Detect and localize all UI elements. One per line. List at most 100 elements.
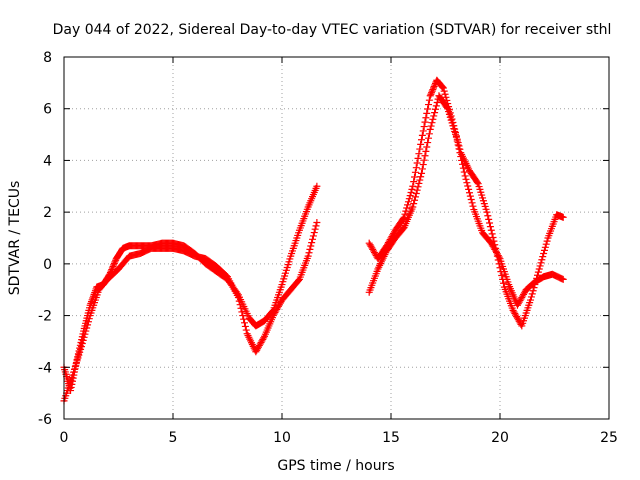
data-point bbox=[425, 96, 433, 104]
x-tick-label: 0 bbox=[60, 430, 69, 446]
data-point bbox=[418, 136, 426, 144]
data-point bbox=[311, 225, 319, 233]
data-point bbox=[443, 103, 451, 111]
data-point bbox=[430, 82, 438, 90]
data-point bbox=[260, 334, 268, 342]
data-point bbox=[439, 83, 447, 91]
data-point bbox=[407, 188, 415, 196]
data-point bbox=[240, 315, 248, 323]
data-point bbox=[305, 249, 313, 257]
data-point bbox=[237, 304, 245, 312]
data-point bbox=[418, 165, 426, 173]
data-point bbox=[433, 99, 441, 107]
data-point bbox=[421, 118, 429, 126]
data-point bbox=[541, 243, 549, 251]
data-point bbox=[486, 219, 494, 227]
data-point bbox=[486, 223, 494, 231]
data-point bbox=[427, 90, 435, 98]
data-point bbox=[405, 195, 413, 203]
data-point bbox=[415, 150, 423, 158]
data-point bbox=[439, 84, 447, 92]
data-point bbox=[109, 262, 117, 270]
data-point bbox=[411, 196, 419, 204]
data-point bbox=[110, 261, 118, 269]
data-point bbox=[430, 84, 438, 92]
axis-ticks: 0 5 10 15 20 25 -6 -4 -2 0 2 4 6 8 bbox=[38, 50, 618, 446]
data-point bbox=[236, 301, 244, 309]
data-point bbox=[438, 82, 446, 90]
data-point bbox=[413, 159, 421, 167]
data-point bbox=[79, 336, 87, 344]
data-point bbox=[431, 105, 439, 113]
y-tick-label: -2 bbox=[38, 309, 52, 325]
data-point bbox=[528, 290, 536, 298]
data-point bbox=[426, 125, 434, 133]
data-point bbox=[306, 245, 314, 253]
data-point bbox=[538, 256, 546, 264]
data-point bbox=[540, 246, 548, 254]
data-point bbox=[484, 212, 492, 220]
data-point bbox=[241, 322, 249, 330]
data-point bbox=[463, 179, 471, 187]
data-point bbox=[466, 192, 474, 200]
data-point bbox=[85, 315, 93, 323]
data-point bbox=[461, 172, 469, 180]
plot-frame bbox=[63, 56, 610, 420]
x-tick-label: 10 bbox=[273, 430, 291, 446]
data-point bbox=[307, 242, 315, 250]
data-point bbox=[459, 164, 467, 172]
data-point bbox=[536, 262, 544, 270]
y-tick-label: -6 bbox=[38, 412, 52, 428]
data-point bbox=[468, 199, 476, 207]
data-point bbox=[423, 143, 431, 151]
data-point bbox=[413, 186, 421, 194]
data-point bbox=[542, 240, 550, 248]
data-point bbox=[537, 259, 545, 267]
data-point bbox=[428, 89, 436, 97]
data-point bbox=[401, 210, 409, 218]
data-point bbox=[304, 252, 312, 260]
data-point bbox=[313, 182, 321, 190]
data-point bbox=[460, 168, 468, 176]
data-point bbox=[442, 93, 450, 101]
data-point bbox=[406, 192, 414, 200]
data-point bbox=[527, 293, 535, 301]
data-point bbox=[441, 90, 449, 98]
data-point bbox=[453, 137, 461, 145]
data-point bbox=[465, 189, 473, 197]
data-point bbox=[80, 333, 88, 341]
data-point bbox=[110, 259, 118, 267]
data-point bbox=[495, 253, 503, 261]
data-point bbox=[313, 218, 321, 226]
x-tick-label: 25 bbox=[600, 430, 618, 446]
data-point bbox=[431, 81, 439, 89]
data-point bbox=[527, 296, 535, 304]
data-point bbox=[540, 250, 548, 258]
y-tick-label: 0 bbox=[43, 257, 52, 273]
data-point bbox=[421, 152, 429, 160]
data-point bbox=[410, 178, 418, 186]
data-point bbox=[458, 156, 466, 164]
data-point bbox=[242, 326, 250, 334]
data-point bbox=[420, 156, 428, 164]
data-point bbox=[424, 101, 432, 109]
data-point bbox=[440, 87, 448, 95]
data-point bbox=[412, 190, 420, 198]
data-point bbox=[534, 268, 542, 276]
data-point bbox=[410, 200, 418, 208]
data-point bbox=[462, 175, 470, 183]
chart-title: Day 044 of 2022, Sidereal Day-to-day VTE… bbox=[53, 22, 612, 38]
data-point bbox=[409, 203, 417, 211]
data-point bbox=[454, 141, 462, 149]
data-point bbox=[422, 147, 430, 155]
data-point bbox=[417, 140, 425, 148]
data-point bbox=[425, 130, 433, 138]
data-point bbox=[312, 222, 320, 230]
data-point bbox=[535, 265, 543, 273]
x-tick-label: 20 bbox=[491, 430, 509, 446]
data-point bbox=[403, 204, 411, 212]
y-tick-label: 8 bbox=[43, 50, 52, 66]
data-point bbox=[464, 182, 472, 190]
data-point bbox=[539, 253, 547, 261]
